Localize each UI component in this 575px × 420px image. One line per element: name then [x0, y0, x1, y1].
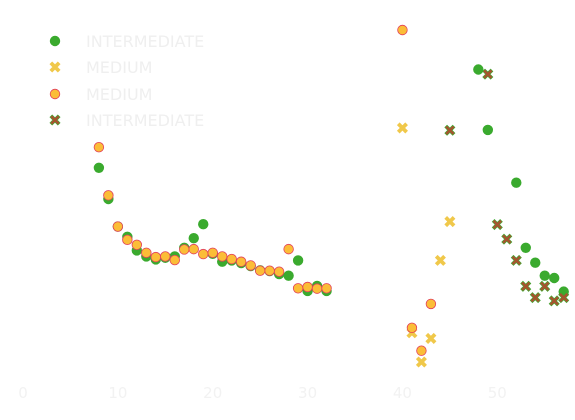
data-point: [122, 234, 133, 246]
x-tick-label: 0: [18, 384, 28, 402]
data-point: [198, 248, 209, 260]
data-point: [188, 243, 199, 255]
data-point: [539, 270, 550, 281]
data-point: [501, 233, 513, 245]
x-axis: 0 10 20 30 40 50: [18, 384, 507, 402]
x-tick-label: 20: [203, 384, 222, 402]
data-point: [558, 292, 570, 304]
data-point: [93, 162, 105, 173]
legend-entry: INTERMEDIATE: [49, 111, 204, 130]
data-point: [245, 260, 256, 271]
legend-marker: [49, 35, 61, 47]
data-point: [529, 292, 541, 304]
data-point: [397, 24, 408, 36]
legend-entry: INTERMEDIATE: [49, 32, 204, 51]
data-point: [112, 221, 124, 232]
data-point: [539, 280, 551, 292]
data-point: [150, 251, 162, 263]
data-point: [444, 124, 456, 136]
x-tick-label: 10: [108, 384, 127, 402]
data-point: [548, 295, 560, 307]
data-point: [264, 265, 275, 276]
data-point: [141, 247, 152, 258]
data-point: [254, 265, 266, 276]
series-3: [444, 68, 570, 307]
data-point: [482, 68, 494, 80]
data-point: [179, 244, 190, 255]
data-point: [235, 256, 247, 267]
data-point: [292, 283, 304, 294]
series-0: [93, 64, 569, 297]
data-point: [482, 124, 494, 136]
data-point: [302, 281, 313, 293]
legend: INTERMEDIATE MEDIUM MEDIUM INTERMEDIATE: [49, 32, 204, 130]
data-point: [198, 219, 209, 230]
data-point: [425, 332, 437, 344]
x-tick-label: 30: [298, 384, 317, 402]
data-point: [311, 283, 323, 294]
data-point: [406, 322, 418, 334]
legend-label: INTERMEDIATE: [86, 111, 204, 130]
plot-area: [93, 24, 570, 368]
series-2: [93, 24, 437, 356]
data-point: [530, 257, 541, 268]
data-point: [283, 243, 294, 255]
data-point: [434, 254, 446, 266]
data-point: [416, 345, 427, 356]
data-point: [188, 232, 199, 244]
data-point: [93, 141, 105, 153]
x-tick-label: 40: [393, 384, 412, 402]
data-point: [511, 177, 522, 188]
data-point: [425, 298, 437, 310]
data-point: [321, 283, 332, 294]
data-point: [131, 239, 143, 251]
legend-label: INTERMEDIATE: [86, 32, 204, 51]
data-point: [415, 356, 427, 368]
data-point: [473, 64, 484, 75]
data-point: [273, 266, 285, 277]
data-point: [444, 216, 456, 228]
data-point: [217, 251, 228, 262]
legend-label: MEDIUM: [86, 58, 152, 77]
x-tick-label: 50: [488, 384, 507, 402]
data-point: [520, 242, 531, 253]
data-point: [520, 280, 532, 292]
data-point: [283, 270, 294, 281]
data-point: [491, 219, 503, 231]
data-point: [160, 251, 171, 262]
data-point: [396, 122, 408, 134]
legend-marker: [49, 88, 61, 100]
legend-marker: [49, 61, 61, 73]
legend-entry: MEDIUM: [49, 85, 152, 104]
data-point: [549, 272, 560, 284]
data-point: [103, 190, 114, 201]
data-point: [292, 255, 304, 266]
data-point: [169, 254, 180, 266]
data-point: [510, 254, 522, 266]
data-point: [207, 247, 218, 258]
legend-entry: MEDIUM: [49, 58, 152, 77]
data-point: [226, 253, 237, 265]
legend-marker: [49, 114, 61, 126]
series-1: [396, 122, 456, 368]
legend-label: MEDIUM: [86, 85, 152, 104]
